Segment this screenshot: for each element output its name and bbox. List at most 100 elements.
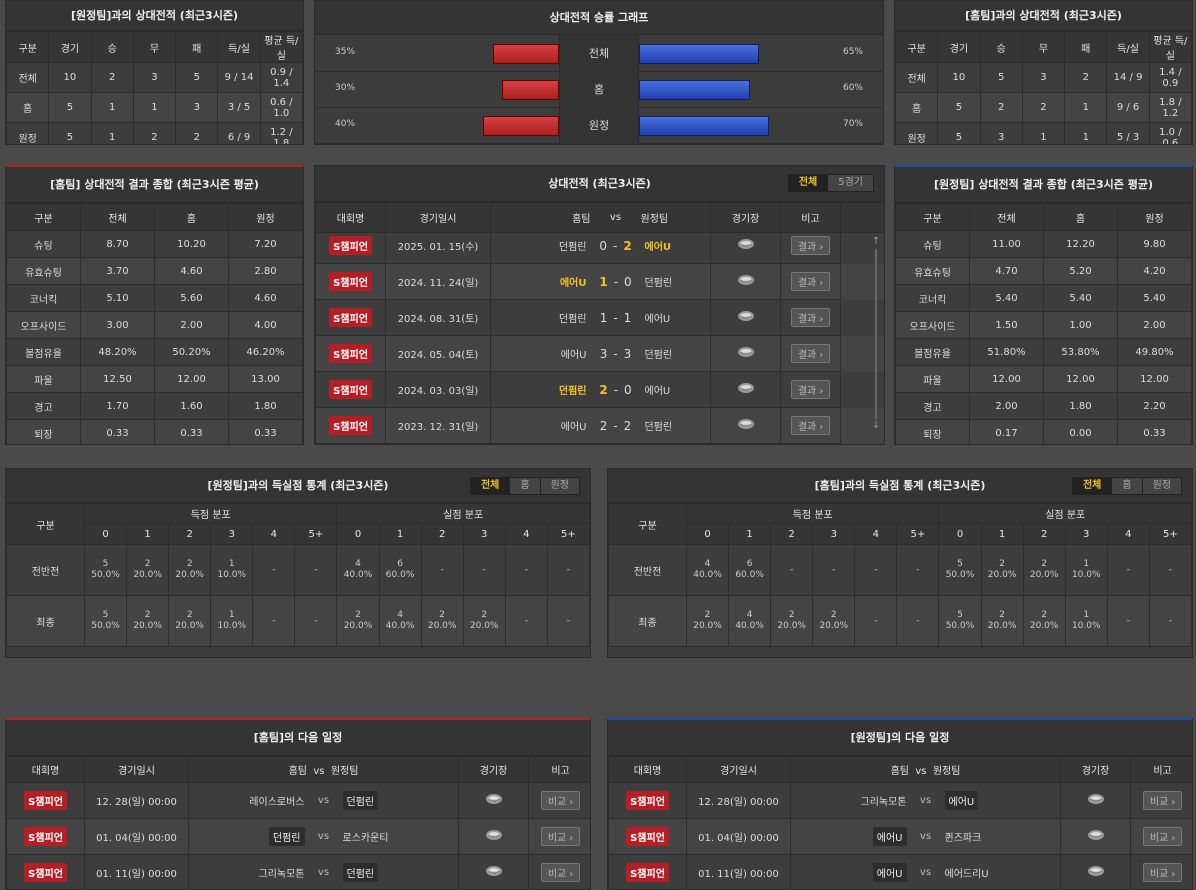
compare-button[interactable]: 비교 › bbox=[1142, 863, 1183, 882]
away-team[interactable]: 던펌린 bbox=[640, 407, 711, 444]
tab-home[interactable]: 홈 bbox=[509, 478, 539, 494]
result-button[interactable]: 결과 › bbox=[790, 344, 831, 363]
bucket-header: 4 bbox=[854, 523, 898, 545]
away-team[interactable]: 던펌린 bbox=[342, 863, 379, 882]
percent: 20.0% bbox=[819, 621, 849, 631]
home-team[interactable]: 에어U bbox=[490, 263, 591, 300]
stadium-icon[interactable] bbox=[737, 311, 754, 321]
cell-value: 10 bbox=[937, 62, 981, 93]
compare-button[interactable]: 비교 › bbox=[540, 863, 581, 882]
league-badge[interactable]: S챔피언 bbox=[329, 272, 372, 291]
tab-away[interactable]: 원정 bbox=[539, 478, 579, 494]
count: 1 bbox=[1083, 559, 1090, 569]
tab-all[interactable]: 전체 bbox=[470, 478, 510, 494]
league-badge[interactable]: S챔피언 bbox=[24, 863, 67, 882]
stadium-icon[interactable] bbox=[485, 866, 502, 876]
result-button[interactable]: 결과 › bbox=[790, 380, 831, 399]
stadium-icon[interactable] bbox=[485, 830, 502, 840]
league-badge[interactable]: S챔피언 bbox=[329, 380, 372, 399]
home-team[interactable]: 던펌린 bbox=[490, 371, 591, 408]
away-team[interactable]: 에어U bbox=[640, 299, 711, 336]
scroll-down-icon[interactable]: ↓ bbox=[872, 420, 881, 431]
home-team[interactable]: 에어U bbox=[872, 863, 907, 882]
league-badge[interactable]: S챔피언 bbox=[329, 236, 372, 255]
scrollbar[interactable]: ↑ ↓ bbox=[872, 237, 880, 441]
percent: 60.0% bbox=[385, 570, 415, 580]
away-team[interactable]: 로스카운티 bbox=[342, 833, 389, 844]
stadium-icon[interactable] bbox=[737, 419, 754, 429]
cell-value: 1 bbox=[132, 92, 177, 123]
schedule-row: S챔피언 12. 28(일) 00:00 레이스로버스 vs 던펌린 비교 › bbox=[6, 782, 590, 819]
cell-value: 10.20 bbox=[154, 230, 229, 258]
count: - bbox=[566, 564, 571, 575]
stadium-icon[interactable] bbox=[737, 383, 754, 393]
home-team[interactable]: 에어U bbox=[490, 335, 591, 372]
panel-title: 상대전적 승률 그래프 bbox=[315, 1, 883, 35]
stadium-icon[interactable] bbox=[1087, 830, 1104, 840]
home-team[interactable]: 레이스로버스 bbox=[249, 797, 305, 808]
chevron-right-icon: › bbox=[819, 242, 824, 253]
away-team[interactable]: 던펌린 bbox=[342, 791, 379, 810]
home-team[interactable]: 던펌린 bbox=[268, 827, 305, 846]
panel-title: [원정팀]과의 상대전적 (최근3시즌) bbox=[6, 1, 303, 31]
col-header: 전체 bbox=[969, 203, 1044, 231]
count: 2 bbox=[704, 610, 711, 620]
score: 1-1 bbox=[590, 299, 641, 336]
stadium-icon[interactable] bbox=[737, 347, 754, 357]
cell-value: 5.40 bbox=[969, 284, 1044, 312]
tab-all[interactable]: 전체 bbox=[788, 175, 828, 191]
count: 2 bbox=[1041, 559, 1048, 569]
compare-button[interactable]: 비교 › bbox=[1142, 791, 1183, 810]
away-team[interactable]: 퀸즈파크 bbox=[944, 833, 982, 844]
compare-button[interactable]: 비교 › bbox=[1142, 827, 1183, 846]
bucket-header: 4 bbox=[1106, 523, 1150, 545]
home-team[interactable]: 에어U bbox=[490, 407, 591, 444]
away-team[interactable]: 던펌린 bbox=[640, 263, 711, 300]
home-team[interactable]: 에어U bbox=[872, 827, 907, 846]
tab-home[interactable]: 홈 bbox=[1111, 478, 1141, 494]
league-badge[interactable]: S챔피언 bbox=[329, 308, 372, 327]
match-date: 2023. 12. 31(일) bbox=[385, 407, 491, 444]
cell-value: 50.20% bbox=[154, 338, 229, 366]
result-button[interactable]: 결과 › bbox=[790, 416, 831, 435]
row-label: 파울 bbox=[6, 365, 81, 393]
league-badge[interactable]: S챔피언 bbox=[626, 791, 669, 810]
away-team[interactable]: 에어드리U bbox=[944, 869, 989, 880]
league-badge[interactable]: S챔피언 bbox=[24, 827, 67, 846]
stadium-icon[interactable] bbox=[485, 794, 502, 804]
home-team[interactable]: 그리녹모톤 bbox=[258, 869, 305, 880]
league-badge[interactable]: S챔피언 bbox=[626, 863, 669, 882]
away-team[interactable]: 던펌린 bbox=[640, 335, 711, 372]
scroll-up-icon[interactable]: ↑ bbox=[872, 236, 881, 247]
stadium-icon[interactable] bbox=[1087, 866, 1104, 876]
tab-away[interactable]: 원정 bbox=[1141, 478, 1181, 494]
tab-all[interactable]: 전체 bbox=[1072, 478, 1112, 494]
away-team[interactable]: 에어U bbox=[944, 791, 979, 810]
result-button[interactable]: 결과 › bbox=[790, 236, 831, 255]
away-team[interactable]: 에어U bbox=[640, 371, 711, 408]
home-team[interactable]: 그리녹모톤 bbox=[860, 797, 907, 808]
chevron-right-icon: › bbox=[819, 350, 824, 361]
compare-button[interactable]: 비교 › bbox=[540, 791, 581, 810]
result-button[interactable]: 결과 › bbox=[790, 272, 831, 291]
league-badge[interactable]: S챔피언 bbox=[329, 344, 372, 363]
league-badge[interactable]: S챔피언 bbox=[626, 827, 669, 846]
home-team[interactable]: 던펌린 bbox=[490, 233, 591, 264]
league-badge[interactable]: S챔피언 bbox=[329, 416, 372, 435]
tab-5games[interactable]: 5경기 bbox=[827, 175, 873, 191]
col-header: 무 bbox=[132, 31, 177, 63]
stadium-icon[interactable] bbox=[737, 275, 754, 285]
table-row: 코너킥 5.40 5.40 5.40 bbox=[895, 284, 1192, 312]
cell-value: 13.00 bbox=[228, 365, 303, 393]
home-score: 2 bbox=[599, 418, 608, 433]
league-badge[interactable]: S챔피언 bbox=[24, 791, 67, 810]
away-team[interactable]: 에어U bbox=[640, 233, 711, 264]
col-date: 경기일시 bbox=[686, 756, 791, 783]
dist-cell: 5 50.0% bbox=[938, 595, 982, 647]
stadium-icon[interactable] bbox=[737, 239, 754, 249]
home-team[interactable]: 던펌린 bbox=[490, 299, 591, 336]
cell-value: 0.00 bbox=[1043, 419, 1118, 444]
stadium-icon[interactable] bbox=[1087, 794, 1104, 804]
compare-button[interactable]: 비교 › bbox=[540, 827, 581, 846]
result-button[interactable]: 결과 › bbox=[790, 308, 831, 327]
